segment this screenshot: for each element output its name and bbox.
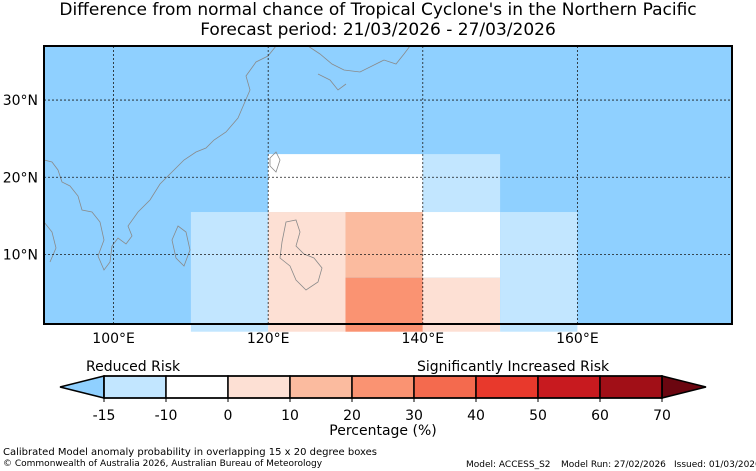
increased-risk-label: Significantly Increased Risk: [417, 359, 610, 375]
colorbar-title: Percentage (%): [329, 423, 436, 439]
lat-label-1: 20°N: [3, 170, 38, 186]
colorbar-segment-0: [103, 375, 167, 399]
colorbar-segment-3: [289, 375, 353, 399]
reduced-risk-label: Reduced Risk: [86, 359, 181, 375]
colorbar-tick-2: 0: [224, 408, 233, 424]
lon-label-2: 140°E: [401, 331, 444, 347]
colorbar-high-extend: [661, 375, 707, 399]
map-panel: 30°N 20°N 10°N 100°E 120°E 140°E 160°E: [3, 45, 733, 347]
philippines-coastline: [279, 219, 323, 291]
risk-box-3: [268, 212, 346, 332]
colorbar-frame: [103, 375, 663, 399]
risk-box-0: [268, 154, 423, 213]
model-name: Model: ACCESS_S2: [466, 460, 551, 470]
map-frame: [43, 45, 733, 325]
risk-box-7: [422, 277, 501, 332]
colorbar-segments: [103, 375, 663, 399]
colorbar-segment-1: [165, 375, 229, 399]
colorbar-tick-0: -15: [93, 408, 116, 424]
map-title: Difference from normal chance of Tropica…: [59, 0, 697, 20]
forecast-period: Forecast period: 21/03/2026 - 27/03/2026: [200, 20, 556, 40]
risk-box-6: [422, 212, 501, 278]
lon-label-3: 160°E: [556, 331, 599, 347]
colorbar-segment-5: [413, 375, 477, 399]
japan-coastline: [307, 45, 411, 73]
colorbar-ticks: -15 -10 0 10 20 30 40 50 60 70: [93, 398, 671, 424]
taiwan-coastline: [269, 151, 281, 173]
asia-coastline: [43, 45, 277, 271]
colorbar-segment-7: [537, 375, 601, 399]
colorbar-tick-3: 10: [281, 408, 299, 424]
model-run: Model Run: 27/02/2026: [561, 460, 666, 470]
colorbar: Reduced Risk Significantly Increased Ris…: [59, 359, 707, 439]
latitude-labels: 30°N 20°N 10°N: [3, 93, 38, 263]
caption-text: Calibrated Model anomaly probability in …: [3, 447, 378, 458]
colorbar-tick-4: 20: [343, 408, 361, 424]
risk-boxes: [190, 154, 578, 332]
risk-box-1: [422, 154, 501, 213]
lon-label-0: 100°E: [92, 331, 135, 347]
colorbar-segment-8: [599, 375, 663, 399]
kyushu-coastline: [317, 73, 347, 91]
lat-label-2: 10°N: [3, 248, 38, 264]
risk-box-2: [190, 212, 269, 332]
colorbar-tick-6: 40: [467, 408, 485, 424]
coastline-outline: [43, 45, 411, 291]
malay-coastline: [43, 221, 57, 263]
colorbar-tick-7: 50: [529, 408, 547, 424]
lat-label-0: 30°N: [3, 93, 38, 109]
colorbar-tick-1: -10: [155, 408, 178, 424]
colorbar-tick-9: 70: [653, 408, 671, 424]
risk-box-4: [345, 212, 423, 278]
copyright-text: © Commonwealth of Australia 2026, Austra…: [3, 459, 323, 469]
longitude-labels: 100°E 120°E 140°E 160°E: [92, 331, 598, 347]
issued-date: Issued: 01/03/2026: [674, 460, 756, 470]
colorbar-segment-6: [475, 375, 539, 399]
colorbar-low-extend: [59, 375, 105, 399]
colorbar-tick-8: 60: [591, 408, 609, 424]
risk-box-5: [345, 277, 423, 332]
borneo-coastline: [171, 225, 191, 267]
risk-box-8: [500, 212, 578, 332]
colorbar-segment-2: [227, 375, 291, 399]
colorbar-segment-4: [351, 375, 415, 399]
graticule: [44, 46, 732, 324]
colorbar-tick-5: 30: [405, 408, 423, 424]
lon-label-1: 120°E: [247, 331, 290, 347]
